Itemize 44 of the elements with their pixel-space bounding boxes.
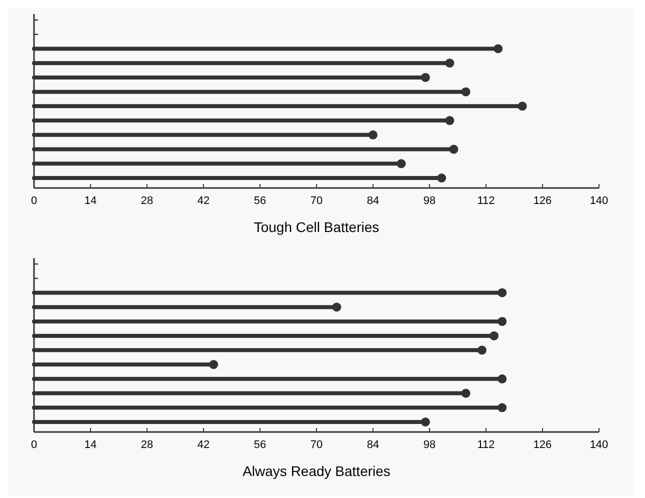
x-tick-label: 56 [254, 195, 266, 207]
point [396, 159, 406, 168]
point [445, 58, 454, 68]
x-axis-title: Tough Cell Batteries [254, 219, 380, 235]
point [498, 403, 507, 412]
point [332, 302, 342, 312]
point [461, 87, 470, 96]
point [437, 174, 446, 182]
x-tick-label: 70 [310, 195, 323, 207]
x-tick-label: 0 [30, 195, 38, 207]
x-tick-label: 56 [254, 439, 266, 451]
point [420, 418, 430, 426]
x-axis-title: Always Ready Batteries [242, 463, 390, 479]
x-tick-label: 70 [310, 439, 323, 451]
x-tick-label: 98 [423, 195, 436, 207]
x-tick-label: 112 [477, 439, 495, 451]
point [490, 331, 499, 340]
point [498, 374, 507, 384]
x-tick-label: 28 [140, 439, 154, 451]
point [494, 44, 503, 54]
x-tick-label: 14 [84, 195, 97, 207]
x-tick-label: 112 [477, 195, 495, 207]
point [498, 316, 507, 326]
point [445, 116, 454, 126]
x-tick-label: 14 [84, 439, 97, 451]
point [518, 102, 527, 111]
x-tick-label: 84 [366, 439, 380, 451]
x-tick-label: 126 [533, 439, 552, 451]
point [461, 388, 470, 398]
x-tick-label: 98 [423, 439, 436, 451]
x-tick-label: 126 [533, 195, 552, 207]
x-tick-label: 42 [197, 195, 210, 207]
x-tick-label: 42 [197, 439, 210, 451]
x-tick-label: 84 [366, 195, 380, 207]
point [368, 130, 378, 140]
x-tick-label: 28 [140, 195, 154, 207]
point [498, 288, 507, 298]
point [209, 360, 218, 370]
point [420, 72, 430, 82]
x-tick-label: 0 [30, 439, 38, 451]
point [477, 346, 486, 355]
point [449, 144, 458, 154]
x-tick-label: 140 [590, 439, 608, 451]
x-tick-label: 140 [590, 195, 608, 207]
